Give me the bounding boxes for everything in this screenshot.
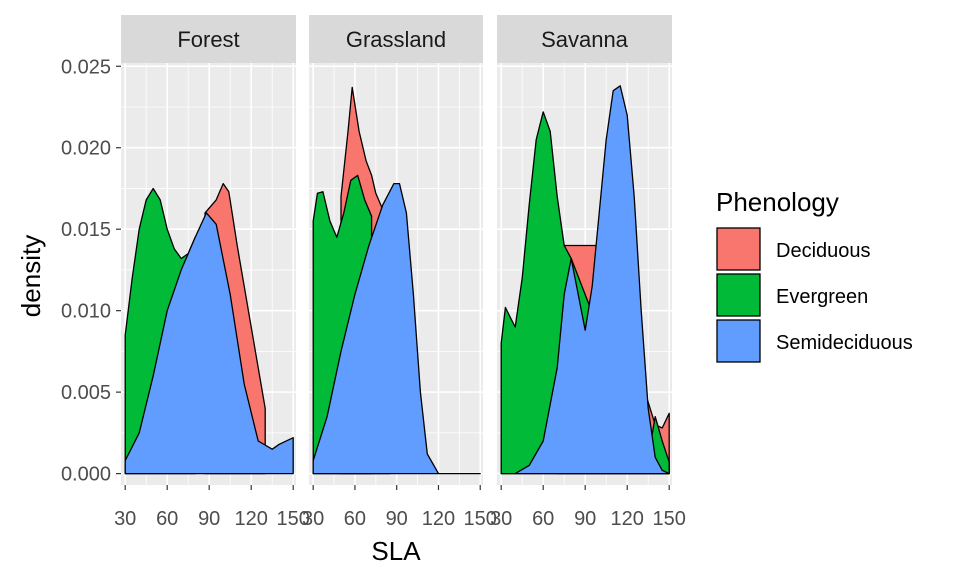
x-axis-title: SLA	[371, 536, 421, 566]
x-tick-label: 150	[653, 508, 686, 530]
density-area-semideciduous	[500, 85, 670, 475]
x-tick-label: 30	[114, 508, 136, 530]
facet-strip	[309, 15, 483, 63]
legend-item-evergreen: Evergreen	[716, 273, 868, 317]
legend: Phenology Deciduous Evergreen Semideciduous	[716, 187, 913, 363]
y-tick-label: 0.025	[61, 56, 111, 78]
density-area-semideciduous	[124, 212, 294, 475]
x-tick-label: 90	[198, 508, 220, 530]
x-tick-label: 60	[156, 508, 178, 530]
facet-panel-savanna: Savanna 30 60 90 120 150	[490, 15, 686, 530]
x-tick-label: 60	[344, 508, 366, 530]
facet-panel-grassland: Grassland 30 60 90 120 150	[302, 15, 497, 530]
x-tick-label: 30	[302, 508, 324, 530]
x-tick-label: 120	[611, 508, 644, 530]
y-tick-label: 0.000	[61, 464, 111, 486]
x-tick-label: 90	[386, 508, 408, 530]
y-tick-label: 0.020	[61, 138, 111, 160]
density-areas	[124, 182, 294, 475]
density-areas	[500, 85, 670, 475]
y-tick-label: 0.015	[61, 219, 111, 241]
legend-swatch	[716, 227, 761, 271]
x-tick-label: 90	[574, 508, 596, 530]
facet-strip-label: Forest	[177, 27, 239, 52]
legend-label: Deciduous	[776, 240, 871, 262]
x-tick-label: 60	[532, 508, 554, 530]
x-tick-label: 120	[422, 508, 455, 530]
legend-label: Evergreen	[776, 286, 868, 308]
x-tick-label: 150	[277, 508, 310, 530]
legend-title: Phenology	[716, 187, 839, 217]
density-areas	[312, 86, 481, 475]
legend-item-deciduous: Deciduous	[716, 227, 871, 271]
y-axis: 0.000 0.005 0.010 0.015 0.020 0.025	[61, 56, 121, 486]
facet-strip	[497, 15, 672, 63]
y-tick-label: 0.005	[61, 382, 111, 404]
facet-strip-label: Savanna	[541, 27, 629, 52]
x-tick-label: 120	[235, 508, 268, 530]
legend-swatch	[716, 319, 761, 363]
density-area-evergreen	[500, 111, 670, 475]
facet-strip-label: Grassland	[346, 27, 446, 52]
facet-strip	[121, 15, 296, 63]
x-tick-label: 30	[490, 508, 512, 530]
y-axis-title: density	[16, 235, 46, 317]
density-area-semideciduous	[312, 182, 481, 475]
legend-label: Semideciduous	[776, 332, 913, 354]
legend-swatch	[716, 273, 761, 317]
legend-item-semideciduous: Semideciduous	[716, 319, 913, 363]
y-tick-label: 0.010	[61, 301, 111, 323]
facet-panel-forest: Forest 30 60 90 120 150	[114, 15, 310, 530]
x-tick-label: 150	[464, 508, 497, 530]
